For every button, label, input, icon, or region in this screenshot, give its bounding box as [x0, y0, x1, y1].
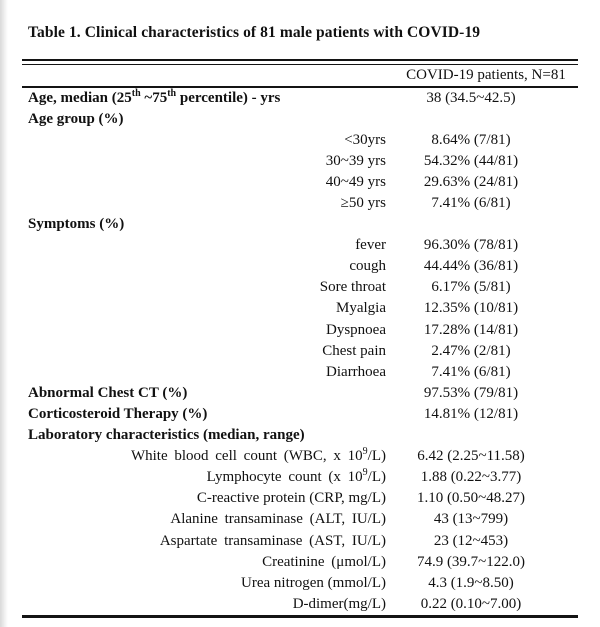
superscript-text: 9	[362, 467, 368, 479]
row-label: Abnormal Chest CT (%)	[28, 384, 188, 401]
table-row: Diarrhoea 7.41% (6/81)	[22, 362, 578, 383]
row-label: Myalgia	[336, 300, 386, 317]
table-row: 30~39 yrs 54.32% (44/81)	[22, 151, 578, 172]
table-row: Sore throat 6.17% (5/81)	[22, 277, 578, 298]
table-row: Symptoms (%)	[22, 214, 578, 235]
table-row: Urea nitrogen (mmol/L) 4.3 (1.9~8.50)	[22, 573, 578, 594]
superscript-text: 9	[362, 446, 368, 458]
row-label: fever	[355, 237, 386, 254]
clinical-characteristics-table: COVID-19 patients, N=81 Age, median (25t…	[22, 59, 578, 618]
row-label: 30~39 yrs	[325, 152, 386, 169]
table-row: C-reactive protein (CRP, mg/L) 1.10 (0.50…	[22, 488, 578, 509]
column-header-covid19-patients: COVID-19 patients, N=81	[406, 66, 566, 83]
row-label: Laboratory characteristics (median, rang…	[28, 427, 305, 444]
table-row: Lymphocyte count (x 109/L) 1.88 (0.22~3.7…	[22, 467, 578, 488]
row-value: 6.17% (5/81)	[431, 279, 511, 296]
row-value: 8.64% (7/81)	[431, 131, 511, 148]
row-label: Dyspnoea	[326, 321, 386, 338]
row-label: Aspartate transaminase (AST, IU/L)	[159, 532, 386, 549]
row-label: Sore throat	[319, 279, 386, 296]
table-row: Alanine transaminase (ALT, IU/L) 43 (13~7…	[22, 509, 578, 530]
row-label: cough	[349, 258, 386, 275]
row-value: 4.3 (1.9~8.50)	[428, 574, 514, 591]
row-value: 38 (34.5~42.5)	[426, 89, 516, 106]
row-label: Chest pain	[322, 342, 386, 359]
table-row: Creatinine (μmol/L) 74.9 (39.7~122.0)	[22, 552, 578, 573]
row-value: 6.42 (2.25~11.58)	[417, 448, 525, 465]
table-row: D-dimer(mg/L) 0.22 (0.10~7.00)	[22, 594, 578, 615]
row-value: 1.88 (0.22~3.77)	[420, 469, 522, 486]
table-row: Abnormal Chest CT (%) 97.53% (79/81)	[22, 383, 578, 404]
row-label: Age group (%)	[28, 110, 124, 127]
table-bottom-rule	[22, 614, 578, 618]
row-label: Diarrhoea	[326, 363, 386, 380]
row-label: 40~49 yrs	[325, 173, 386, 190]
table-row: White blood cell count (WBC, x 109/L) 6.4…	[22, 446, 578, 467]
row-label: Alanine transaminase (ALT, IU/L)	[170, 511, 386, 528]
table-row: Myalgia 12.35% (10/81)	[22, 298, 578, 319]
superscript-text: th	[131, 87, 141, 99]
row-label: Corticosteroid Therapy (%)	[28, 405, 208, 422]
page-edge-shadow	[0, 0, 8, 627]
row-label: White blood cell count (WBC, x 109/L)	[130, 446, 386, 465]
row-value: 43 (13~799)	[433, 511, 509, 528]
superscript-text: th	[167, 87, 177, 99]
table-header-rule	[22, 85, 578, 88]
row-value: 29.63% (24/81)	[423, 173, 519, 190]
table-row: 40~49 yrs 29.63% (24/81)	[22, 172, 578, 193]
row-label: Symptoms (%)	[28, 216, 125, 233]
table-row: Corticosteroid Therapy (%) 14.81% (12/81)	[22, 404, 578, 425]
row-value: 17.28% (14/81)	[423, 321, 519, 338]
row-value: 0.22 (0.10~7.00)	[420, 595, 522, 612]
row-label: <30yrs	[344, 131, 386, 148]
row-label: C-reactive protein (CRP, mg/L)	[196, 490, 386, 507]
row-label: Creatinine (μmol/L)	[262, 553, 386, 570]
table-row: fever 96.30% (78/81)	[22, 235, 578, 256]
row-value: 97.53% (79/81)	[423, 384, 519, 401]
table-row: Aspartate transaminase (AST, IU/L) 23 (12…	[22, 530, 578, 551]
row-label: D-dimer(mg/L)	[292, 595, 386, 612]
row-value: 7.41% (6/81)	[431, 195, 511, 212]
row-value: 12.35% (10/81)	[423, 300, 519, 317]
table-body: Age, median (25th ~75th percentile) - yr…	[22, 88, 578, 615]
table-row: Laboratory characteristics (median, rang…	[22, 425, 578, 446]
row-label: ≥50 yrs	[340, 195, 386, 212]
table-caption: Table 1. Clinical characteristics of 81 …	[28, 24, 481, 41]
row-value: 74.9 (39.7~122.0)	[416, 553, 526, 570]
table-header-row: COVID-19 patients, N=81	[22, 65, 578, 86]
row-label: Age, median (25th ~75th percentile) - yr…	[28, 87, 281, 106]
row-value: 54.32% (44/81)	[423, 152, 519, 169]
row-value: 2.47% (2/81)	[431, 342, 511, 359]
table-row: cough 44.44% (36/81)	[22, 256, 578, 277]
row-value: 44.44% (36/81)	[423, 258, 519, 275]
row-value: 23 (12~453)	[433, 532, 509, 549]
table-top-rule	[22, 59, 578, 65]
row-value: 96.30% (78/81)	[423, 237, 519, 254]
table-row: Dyspnoea 17.28% (14/81)	[22, 320, 578, 341]
table-row: ≥50 yrs 7.41% (6/81)	[22, 193, 578, 214]
row-value: 7.41% (6/81)	[431, 363, 511, 380]
table-row: <30yrs 8.64% (7/81)	[22, 130, 578, 151]
row-label: Urea nitrogen (mmol/L)	[241, 574, 386, 591]
table-row: Age, median (25th ~75th percentile) - yr…	[22, 88, 578, 109]
row-value: 1.10 (0.50~48.27)	[416, 490, 526, 507]
table-row: Chest pain 2.47% (2/81)	[22, 341, 578, 362]
row-value: 14.81% (12/81)	[423, 405, 519, 422]
table-row: Age group (%)	[22, 109, 578, 130]
row-label: Lymphocyte count (x 109/L)	[206, 467, 386, 486]
